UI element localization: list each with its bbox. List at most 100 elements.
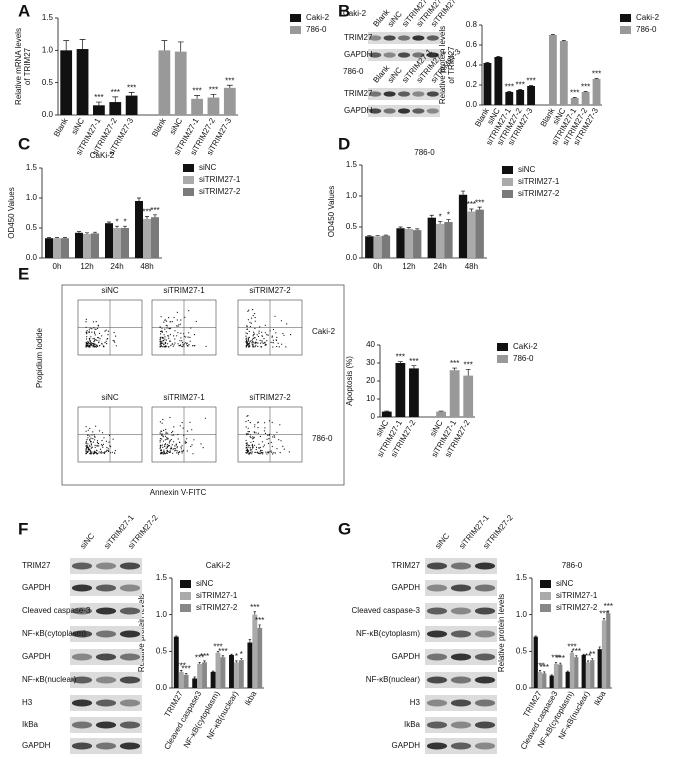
chart-title: 786-0 bbox=[414, 148, 435, 157]
event-dot bbox=[184, 316, 186, 318]
event-dot bbox=[177, 343, 179, 345]
error-bar bbox=[582, 653, 585, 655]
event-dot bbox=[251, 338, 254, 340]
blot-band bbox=[71, 584, 93, 592]
event-dot bbox=[255, 451, 257, 453]
event-dot bbox=[265, 451, 267, 453]
event-dot bbox=[176, 319, 178, 321]
bar bbox=[192, 678, 198, 688]
event-dot bbox=[175, 444, 177, 446]
event-dot bbox=[182, 344, 184, 346]
event-dot bbox=[179, 451, 181, 453]
event-dot bbox=[267, 442, 270, 445]
error-bar bbox=[137, 197, 141, 201]
event-dot bbox=[169, 450, 171, 452]
event-dot bbox=[189, 421, 191, 423]
blot-band bbox=[119, 562, 141, 570]
significance: * bbox=[123, 217, 126, 226]
event-dot bbox=[102, 446, 104, 448]
event-dot bbox=[245, 338, 247, 340]
legend-swatch bbox=[540, 592, 551, 600]
event-dot bbox=[264, 344, 266, 346]
event-dot bbox=[159, 346, 161, 348]
significance: *** bbox=[255, 616, 264, 625]
event-dot bbox=[90, 447, 92, 449]
event-dot bbox=[95, 345, 97, 347]
bar bbox=[505, 92, 514, 105]
event-dot bbox=[164, 336, 166, 338]
event-dot bbox=[247, 340, 250, 342]
event-dot bbox=[160, 445, 162, 447]
event-dot bbox=[89, 427, 91, 430]
event-dot bbox=[166, 450, 169, 453]
event-dot bbox=[270, 441, 272, 444]
y-tick-label: 0.0 bbox=[346, 253, 358, 262]
bar bbox=[197, 663, 203, 688]
error-bar bbox=[496, 56, 501, 57]
event-dot bbox=[273, 452, 275, 454]
event-dot bbox=[162, 446, 164, 448]
event-dot bbox=[159, 340, 161, 342]
event-dot bbox=[98, 445, 100, 447]
event-dot bbox=[179, 323, 181, 325]
event-dot bbox=[288, 451, 290, 453]
event-dot bbox=[267, 434, 269, 436]
event-dot bbox=[91, 453, 93, 455]
y-tick-label: 1.5 bbox=[346, 160, 358, 169]
event-dot bbox=[250, 322, 252, 324]
blot-band bbox=[369, 35, 382, 41]
event-dot bbox=[97, 325, 99, 327]
error-bar bbox=[561, 40, 566, 41]
event-dot bbox=[249, 447, 251, 449]
error-bar bbox=[383, 234, 389, 236]
event-dot bbox=[264, 427, 266, 429]
significance: *** bbox=[592, 70, 601, 79]
event-dot bbox=[185, 336, 187, 338]
y-tick-label: 1.0 bbox=[346, 191, 358, 200]
event-dot bbox=[159, 343, 161, 345]
bar bbox=[83, 234, 91, 258]
event-dot bbox=[248, 346, 251, 348]
panel-letter: A bbox=[18, 1, 30, 20]
event-dot bbox=[183, 434, 185, 437]
error-bar bbox=[198, 661, 201, 664]
event-dot bbox=[180, 332, 182, 334]
event-dot bbox=[85, 440, 87, 442]
event-dot bbox=[86, 342, 88, 344]
y-tick-label: 0.2 bbox=[466, 80, 478, 89]
bar bbox=[151, 217, 159, 258]
event-dot bbox=[85, 426, 87, 428]
event-dot bbox=[192, 453, 194, 455]
legend-swatch bbox=[497, 343, 508, 351]
y-tick-label: 0.0 bbox=[156, 683, 168, 692]
y-tick-label: 40 bbox=[366, 340, 375, 349]
event-dot bbox=[97, 327, 99, 329]
event-dot bbox=[169, 440, 171, 442]
event-dot bbox=[262, 342, 264, 344]
event-dot bbox=[162, 346, 164, 348]
event-dot bbox=[90, 443, 92, 445]
event-dot bbox=[171, 343, 174, 345]
bar bbox=[173, 636, 179, 688]
event-dot bbox=[246, 442, 248, 444]
chart-title: CaKi-2 bbox=[90, 151, 115, 160]
event-dot bbox=[263, 342, 266, 344]
error-bar bbox=[211, 670, 215, 672]
y-tick-label: 0.8 bbox=[466, 20, 478, 29]
event-dot bbox=[162, 435, 164, 437]
event-dot bbox=[92, 344, 94, 346]
panel-letter: E bbox=[18, 264, 29, 283]
x-tick-label: 0h bbox=[373, 262, 382, 271]
event-dot bbox=[95, 328, 97, 330]
event-dot bbox=[190, 327, 192, 329]
event-dot bbox=[86, 444, 88, 446]
event-dot bbox=[275, 332, 277, 334]
event-dot bbox=[86, 331, 88, 333]
bar bbox=[45, 238, 53, 258]
bar bbox=[533, 636, 538, 688]
event-dot bbox=[280, 440, 282, 442]
event-dot bbox=[257, 452, 259, 454]
event-dot bbox=[162, 451, 165, 453]
event-dot bbox=[245, 346, 247, 348]
event-dot bbox=[249, 449, 252, 451]
